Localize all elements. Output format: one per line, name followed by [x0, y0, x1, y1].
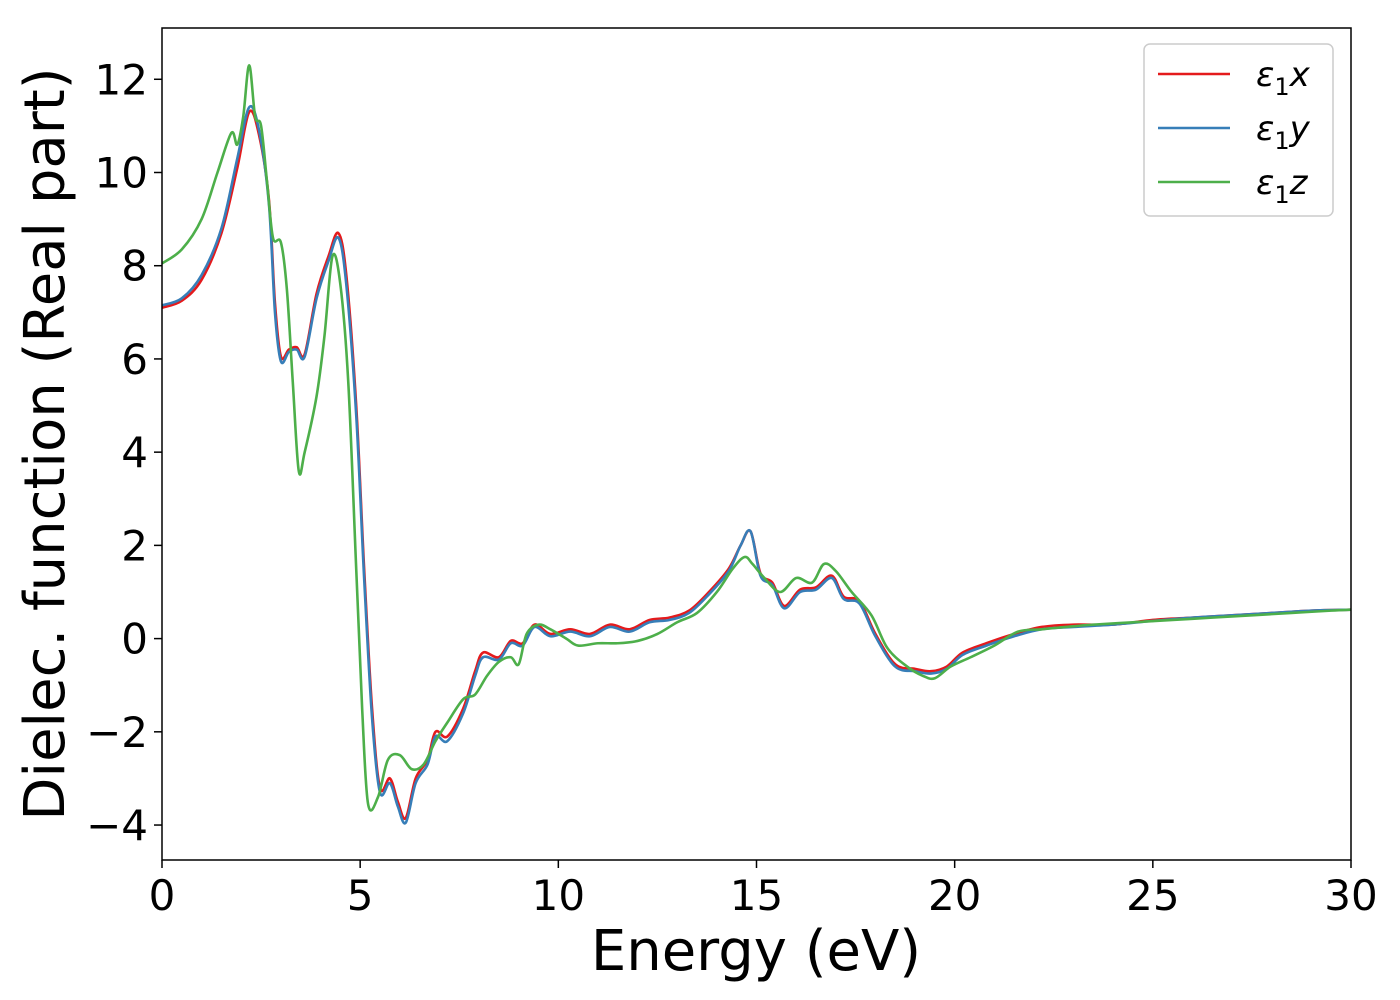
y-tick-label: 0 — [121, 615, 148, 664]
x-axis: 0 5 10 15 20 25 30 — [149, 860, 1378, 920]
series-layer — [162, 63, 1351, 825]
legend-label: ε1x — [1256, 55, 1311, 101]
y-axis-label: Dielec. function (Real part) — [13, 67, 78, 820]
x-tick-label: 10 — [532, 871, 585, 920]
y-tick-label: 12 — [95, 55, 148, 104]
x-tick-label: 30 — [1324, 871, 1377, 920]
legend-box — [1143, 43, 1334, 217]
y-tick-label: −2 — [86, 708, 148, 757]
legend: ε1x ε1y ε1z — [1143, 43, 1334, 217]
y-tick-label: 8 — [121, 242, 148, 291]
series-line-z — [162, 63, 1351, 812]
legend-entry-y: ε1y — [1158, 109, 1311, 155]
legend-label: ε1z — [1256, 163, 1309, 209]
y-tick-label: 4 — [121, 428, 148, 477]
legend-entry-z: ε1z — [1158, 163, 1309, 209]
y-tick-label: 6 — [121, 335, 148, 384]
legend-label: ε1y — [1256, 109, 1311, 155]
y-tick-label: 10 — [95, 148, 148, 197]
legend-entry-x: ε1x — [1158, 55, 1311, 101]
y-tick-label: 2 — [121, 521, 148, 570]
x-tick-label: 25 — [1126, 871, 1179, 920]
x-axis-label: Energy (eV) — [591, 919, 921, 984]
x-tick-label: 0 — [149, 871, 176, 920]
y-axis: −4 −2 0 2 4 6 8 10 12 — [86, 55, 162, 850]
x-tick-label: 20 — [928, 871, 981, 920]
x-tick-label: 5 — [347, 871, 374, 920]
series-line-x — [162, 109, 1351, 821]
y-tick-label: −4 — [86, 801, 148, 850]
x-tick-label: 15 — [730, 871, 783, 920]
